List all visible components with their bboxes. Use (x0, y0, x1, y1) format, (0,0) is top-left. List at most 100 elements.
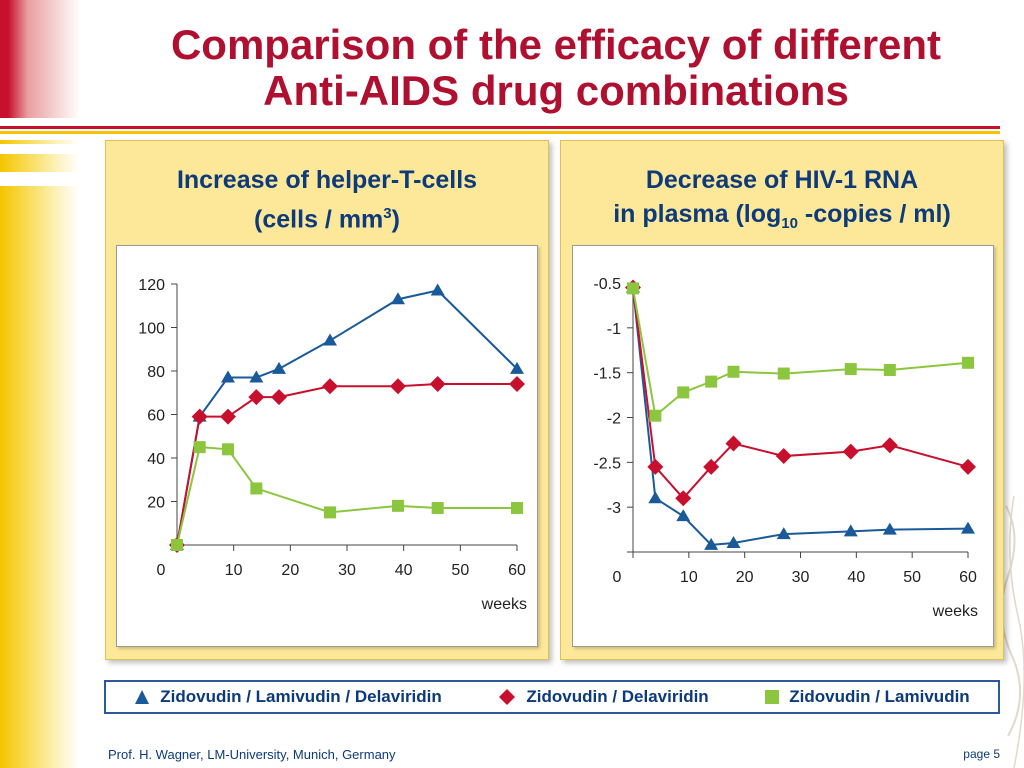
x-tick-label: 0 (157, 562, 166, 579)
data-point-diamond (191, 408, 208, 425)
data-point-triangle (843, 524, 858, 537)
data-point-square (171, 539, 183, 551)
data-point-triangle (272, 361, 286, 374)
data-point-triangle (221, 370, 235, 383)
data-point-square (727, 365, 740, 378)
data-point-diamond (390, 378, 406, 395)
data-point-diamond (881, 437, 898, 454)
legend: Zidovudin / Lamivudin / Delaviridin Zido… (104, 680, 1000, 714)
y-tick-label: 100 (138, 321, 165, 338)
x-tick-label: 0 (613, 569, 622, 586)
data-point-triangle (882, 522, 897, 535)
x-tick-label: 40 (847, 569, 865, 586)
data-point-triangle (776, 527, 791, 540)
data-point-diamond (725, 435, 742, 452)
x-axis-label: weeks (932, 603, 978, 620)
data-point-triangle (249, 370, 264, 383)
data-point-diamond (960, 458, 976, 475)
x-tick-label: 30 (338, 562, 356, 579)
data-point-square (705, 375, 718, 388)
data-point-triangle (430, 283, 445, 296)
data-point-triangle (726, 536, 741, 549)
data-point-square (649, 409, 662, 422)
x-tick-label: 10 (680, 569, 698, 586)
series-line (176, 446, 517, 546)
x-tick-label: 40 (395, 562, 413, 579)
y-tick-label: -2 (607, 411, 621, 428)
legend-item-zid-lam: Zidovudin / Lamivudin (765, 687, 970, 707)
footer-author: Prof. H. Wagner, LM-University, Munich, … (108, 747, 396, 762)
data-point-diamond (322, 378, 338, 395)
footer-page-number: page 5 (963, 747, 1000, 761)
panel-title-superscript: 3 (383, 205, 392, 222)
data-point-diamond (248, 389, 265, 406)
decorative-red-band (0, 0, 80, 118)
panel-title-text: in plasma (log (613, 200, 782, 228)
panel-title-line1: Increase of helper-T-cells (176, 166, 478, 194)
legend-label: Zidovudin / Lamivudin / Delaviridin (160, 687, 442, 706)
panel-title-line2: in plasma (log10 -copies / ml) (561, 197, 1003, 241)
data-point-triangle (648, 491, 663, 504)
y-tick-label: 60 (147, 408, 165, 425)
data-point-square (627, 282, 639, 295)
data-point-square (677, 386, 690, 399)
data-point-square (222, 443, 234, 456)
data-point-diamond (220, 408, 236, 425)
y-tick-label: -3 (607, 500, 621, 517)
title-rule-red (0, 126, 1000, 129)
y-tick-label: 120 (138, 277, 165, 294)
x-tick-label: 50 (451, 562, 469, 579)
decorative-engraving (1004, 496, 1024, 768)
legend-label: Zidovudin / Delaviridin (526, 687, 709, 706)
x-tick-label: 50 (903, 569, 921, 586)
data-point-diamond (271, 389, 287, 406)
x-tick-label: 20 (281, 562, 299, 579)
legend-item-triple: Zidovudin / Lamivudin / Delaviridin (134, 687, 442, 707)
data-point-diamond (775, 448, 792, 465)
data-point-square (431, 502, 444, 515)
data-point-square (392, 499, 404, 512)
panel-hiv-rna: Decrease of HIV-1 RNA in plasma (log10 -… (560, 140, 1004, 660)
data-point-square (250, 482, 263, 495)
square-marker-icon (765, 690, 780, 704)
data-point-square (324, 506, 336, 519)
data-point-triangle (704, 537, 719, 550)
y-tick-label: -2.5 (593, 455, 621, 472)
slide-title: Comparison of the efficacy of different … (96, 22, 1016, 114)
legend-label: Zidovudin / Lamivudin (789, 687, 970, 706)
decorative-stripe (0, 144, 80, 154)
slide-title-line2: Anti-AIDS drug combinations (263, 67, 849, 114)
data-point-square (883, 363, 896, 376)
chart-helper-t-cells: 20 40 60 80 100 120 0 10 20 30 40 50 60 weeks (138, 277, 527, 613)
data-point-triangle (961, 521, 975, 534)
chart-box-right: -0.5 -1 -1.5 -2 -2.5 -3 0 10 20 30 40 50 60 weeks (572, 245, 994, 647)
data-point-diamond (675, 490, 692, 507)
data-point-square (844, 363, 857, 376)
series-line (176, 383, 517, 546)
panel-title-text-end: -copies / ml) (797, 200, 951, 228)
data-point-triangle (676, 509, 691, 522)
data-point-triangle (323, 333, 337, 346)
data-point-diamond (509, 376, 525, 393)
y-tick-label: -1 (607, 321, 621, 338)
diamond-marker-icon (499, 689, 516, 705)
data-point-diamond (703, 458, 720, 475)
data-point-square (511, 502, 523, 515)
y-tick-label: 20 (147, 495, 165, 512)
title-rule-yellow (0, 131, 1000, 134)
x-tick-label: 20 (736, 569, 754, 586)
data-point-triangle (391, 292, 405, 305)
triangle-marker-icon (135, 690, 150, 704)
panel-helper-t-cells: Increase of helper-T-cells (cells / mm3)… (105, 140, 549, 660)
panel-title-text: (cells / mm (254, 205, 384, 234)
decorative-stripe (0, 172, 80, 186)
legend-item-zid-del: Zidovudin / Delaviridin (498, 687, 709, 707)
x-tick-label: 10 (225, 562, 243, 579)
x-tick-label: 30 (792, 569, 810, 586)
data-point-square (193, 441, 206, 454)
data-point-triangle (510, 361, 524, 374)
data-point-diamond (647, 458, 664, 475)
y-tick-label: -0.5 (593, 276, 621, 293)
panel-title: Increase of helper-T-cells (cells / mm3) (106, 163, 548, 236)
y-tick-label: -1.5 (593, 366, 621, 383)
